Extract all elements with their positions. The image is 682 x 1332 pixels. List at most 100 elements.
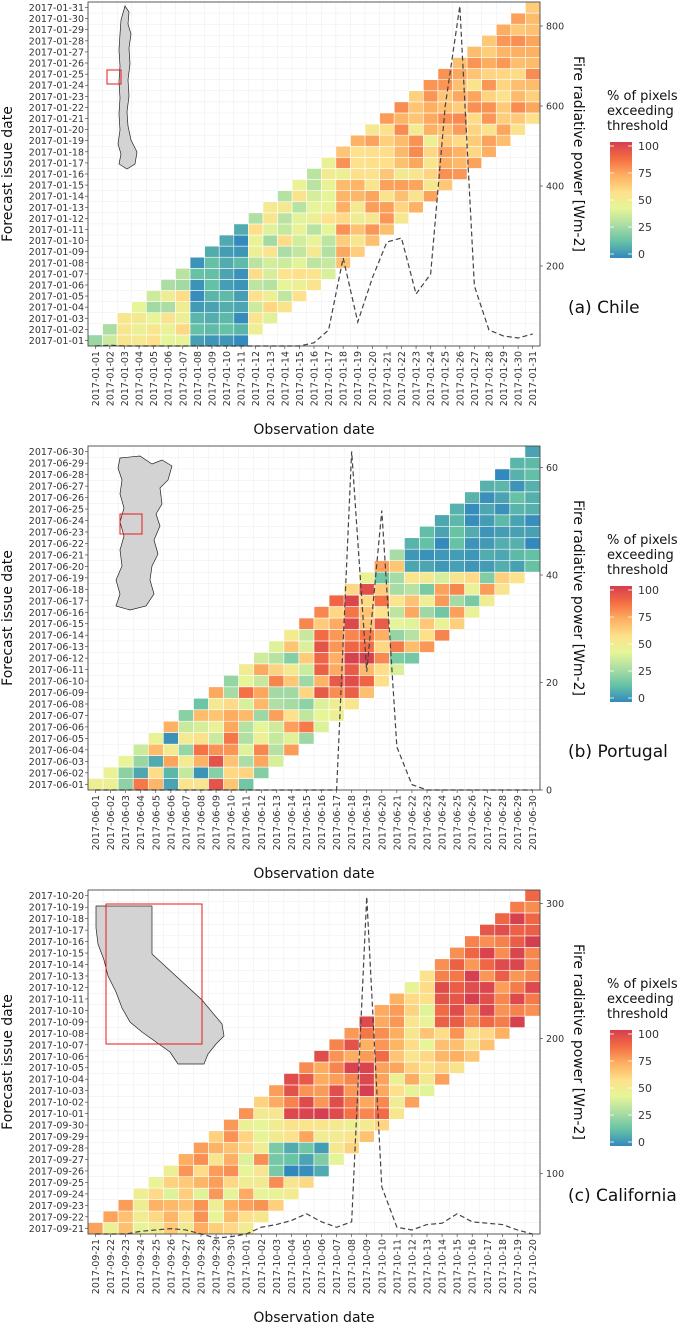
heatmap-cell [117, 1199, 134, 1212]
heatmap-cell [117, 755, 134, 768]
heatmap-cell [262, 301, 278, 314]
heatmap-cell [364, 234, 380, 247]
heatmap-cell [449, 514, 465, 527]
heatmap-cell [373, 663, 390, 676]
heatmap-cell [163, 766, 179, 779]
y-tick-label: 2017-10-14 [29, 960, 84, 971]
heatmap-cell [404, 583, 420, 596]
heatmap-cell [253, 1096, 270, 1109]
heatmap-cell [328, 1038, 345, 1051]
x-tick-label: 2017-01-29 [499, 351, 510, 406]
heatmap-cell [358, 640, 375, 653]
y-tick-label: 2017-06-11 [29, 665, 84, 676]
heatmap-cell [298, 732, 315, 745]
heatmap-cell [404, 1050, 420, 1063]
heatmap-cell [423, 134, 439, 147]
heatmap-cell [163, 732, 179, 745]
heatmap-cell [434, 594, 450, 607]
y-tick-label: 2017-01-27 [29, 47, 84, 58]
y-tick-label: 2017-06-12 [29, 654, 84, 665]
heatmap-cell [253, 1141, 270, 1155]
heatmap-cell [509, 981, 526, 994]
y-tick-label: 2017-01-06 [29, 280, 84, 291]
heatmap-cell [204, 312, 220, 325]
heatmap-cell [147, 1210, 164, 1223]
heatmap-cell [524, 480, 541, 493]
heatmap-cell [163, 755, 179, 768]
x-tick-label: 2017-06-02 [106, 795, 117, 850]
y-tick-label: 2017-10-07 [29, 1040, 84, 1051]
legend-tick-label: 0 [638, 692, 645, 705]
heatmap-cell [262, 201, 278, 214]
heatmap-cell [524, 457, 541, 470]
heatmap-cell [218, 301, 235, 314]
heatmap-cell [335, 234, 351, 247]
heatmap-cell [335, 190, 351, 203]
heatmap-cell [509, 912, 526, 925]
heatmap-cell [419, 1004, 435, 1017]
heatmap-cell [175, 334, 191, 347]
heatmap-cell [389, 583, 405, 596]
panel-label: (a) Chile [568, 298, 640, 318]
heatmap-cell [404, 617, 420, 630]
x-tick-label: 2017-10-04 [287, 1239, 298, 1294]
panel-label: (b) Portugal [568, 742, 668, 762]
heatmap-cell [494, 935, 511, 948]
heatmap-cell [268, 1153, 285, 1166]
heatmap-cell [404, 1038, 420, 1051]
heatmap-cell [525, 68, 541, 80]
heatmap-cell [434, 571, 450, 584]
x-axis-title: Observation date [253, 422, 374, 438]
heatmap-cell [208, 778, 224, 791]
heatmap-cell [253, 1210, 270, 1223]
heatmap-cell [277, 268, 293, 280]
heatmap-cell [524, 503, 541, 516]
heatmap-cell [481, 90, 497, 103]
heatmap-cell [277, 290, 293, 302]
heatmap-cell [132, 1210, 149, 1223]
x-tick-label: 2017-01-10 [222, 351, 233, 406]
heatmap-cell [160, 334, 176, 347]
heatmap-cell [364, 145, 380, 158]
y-tick-label: 2017-06-14 [29, 631, 84, 642]
x-tick-label: 2017-06-20 [377, 795, 388, 850]
heatmap-cell [238, 1153, 255, 1166]
heatmap-cell [298, 629, 315, 642]
legend-tick-label: 25 [638, 221, 652, 234]
heatmap-cell [147, 778, 164, 791]
heatmap-cell [193, 1141, 209, 1155]
heatmap-cell [510, 46, 526, 58]
x-tick-label: 2017-09-23 [121, 1239, 132, 1294]
heatmap-cell [404, 606, 420, 619]
heatmap-cell [320, 212, 337, 225]
y-tick-label: 2017-09-27 [29, 1155, 84, 1166]
heatmap-cell [419, 1038, 435, 1051]
heatmap-cell [268, 675, 285, 688]
inset-map [95, 903, 225, 1065]
heatmap-cell [268, 640, 285, 653]
heatmap-cell [238, 1199, 255, 1212]
heatmap-cell [525, 101, 541, 114]
x-tick-label: 2017-01-18 [339, 351, 350, 406]
heatmap-cell [306, 234, 322, 247]
legend-tick-label: 75 [638, 611, 652, 624]
heatmap-cell [328, 1141, 345, 1155]
heatmap-cell [116, 323, 133, 336]
heatmap-cell [328, 606, 345, 619]
heatmap-cell [298, 617, 315, 630]
heatmap-cell [434, 525, 450, 539]
y-tick-label: 2017-10-19 [29, 903, 84, 914]
heatmap-cell [218, 245, 235, 258]
heatmap-cell [494, 560, 511, 573]
heatmap-cell [389, 640, 405, 653]
y-tick-label: 2017-01-04 [29, 303, 84, 314]
y-tick-label: 2017-06-15 [29, 619, 84, 630]
y-tick-label: 2017-06-25 [29, 505, 84, 516]
x-tick-label: 2017-01-22 [397, 351, 408, 406]
heatmap-cell [404, 560, 420, 573]
heatmap-cell [298, 1061, 315, 1074]
x-tick-label: 2017-06-28 [498, 795, 509, 850]
heatmap-cell [494, 468, 511, 481]
heatmap-cell [233, 334, 249, 347]
heatmap-cell [464, 606, 481, 619]
